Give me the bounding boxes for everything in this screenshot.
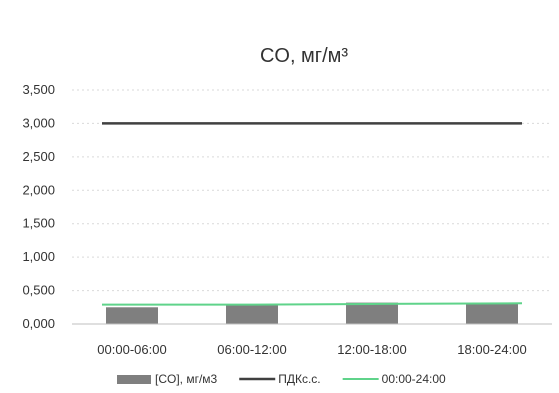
y-tick-label: 2,500 — [22, 149, 55, 164]
bar — [466, 303, 518, 324]
line-series — [102, 122, 523, 306]
legend-label: [CO], мг/м3 — [155, 372, 218, 386]
bar — [106, 307, 158, 324]
y-tick-label: 2,000 — [22, 182, 55, 197]
y-tick-label: 3,000 — [22, 115, 55, 130]
x-tick-label: 00:00-06:00 — [97, 342, 166, 357]
gridlines — [72, 89, 552, 325]
x-axis: 00:00-06:00 06:00-12:00 12:00-18:00 18:00-2… — [72, 323, 552, 357]
bar — [346, 302, 398, 324]
legend: [CO], мг/м3 ПДКс.с. 00:00-24:00 — [117, 372, 446, 386]
y-tick-label: 1,000 — [22, 249, 55, 264]
bar-series — [106, 302, 518, 324]
y-tick-label: 0,500 — [22, 283, 55, 298]
y-axis: 0,000 0,500 1,000 1,500 2,000 2,500 3,000 3,500 — [22, 82, 55, 331]
y-tick-label: 1,500 — [22, 216, 55, 231]
bar — [226, 305, 278, 324]
legend-label: 00:00-24:00 — [382, 372, 446, 386]
x-tick-label: 06:00-12:00 — [217, 342, 286, 357]
y-tick-label: 0,000 — [22, 316, 55, 331]
legend-label: ПДКс.с. — [278, 372, 320, 386]
series-line — [102, 302, 523, 306]
chart-title: CO, мг/м³ — [260, 45, 348, 67]
y-tick-label: 3,500 — [22, 82, 55, 97]
legend-swatch — [117, 375, 151, 384]
x-tick-label: 12:00-18:00 — [337, 342, 406, 357]
x-tick-label: 18:00-24:00 — [457, 342, 526, 357]
